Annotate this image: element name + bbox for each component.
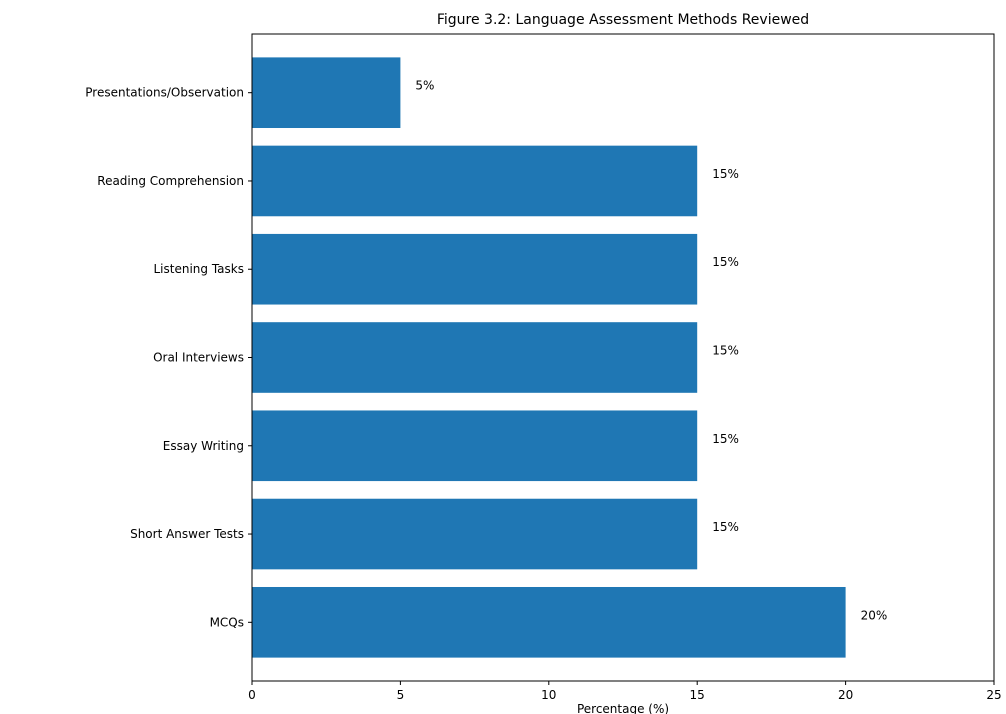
- category-label: Essay Writing: [163, 439, 244, 453]
- data-label: 5%: [415, 79, 434, 93]
- bar-short-answer-tests: [252, 498, 698, 570]
- category-label: Short Answer Tests: [130, 527, 244, 541]
- x-tick-label: 20: [838, 688, 853, 702]
- category-label: Listening Tasks: [154, 262, 245, 276]
- data-label: 15%: [712, 344, 739, 358]
- x-tick-label: 25: [986, 688, 1001, 702]
- data-label: 15%: [712, 520, 739, 534]
- data-label: 15%: [712, 432, 739, 446]
- bar-listening-tasks: [252, 233, 698, 305]
- bar-oral-interviews: [252, 322, 698, 393]
- x-tick-label: 5: [397, 688, 405, 702]
- category-labels: MCQs Short Answer Tests Essay Writing Oral …: [85, 86, 252, 629]
- category-label: Presentations/Observation: [85, 86, 244, 100]
- bar-reading-comprehension: [252, 145, 698, 217]
- x-tick-label: 15: [690, 688, 705, 702]
- data-label: 15%: [712, 167, 739, 181]
- bars-group: [252, 57, 846, 658]
- bar-essay-writing: [252, 410, 698, 482]
- x-axis-label: Percentage (%): [577, 702, 669, 714]
- x-tick-label: 0: [248, 688, 256, 702]
- bar-presentations-observation: [252, 57, 401, 129]
- x-axis-ticks: 0 5 10 15 20 25: [248, 681, 1002, 702]
- plot-frame: [251, 33, 995, 682]
- data-label: 15%: [712, 255, 739, 269]
- category-label: Oral Interviews: [153, 351, 244, 365]
- x-tick-label: 10: [541, 688, 556, 702]
- chart-title: Figure 3.2: Language Assessment Methods …: [437, 12, 809, 28]
- category-label: MCQs: [210, 615, 244, 629]
- data-labels: 20% 15% 15% 15% 15% 15% 5%: [415, 79, 887, 623]
- data-label: 20%: [861, 608, 888, 622]
- category-label: Reading Comprehension: [97, 174, 244, 188]
- bar-mcqs: [252, 586, 846, 658]
